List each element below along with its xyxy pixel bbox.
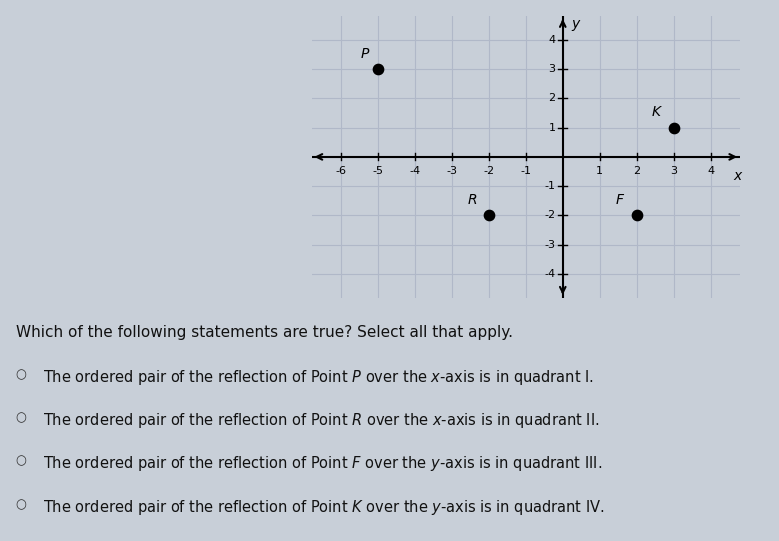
Text: -2: -2 [545,210,555,221]
Text: -1: -1 [520,166,531,176]
Text: $R$: $R$ [467,193,478,207]
Text: The ordered pair of the reflection of Point $K$ over the $y$-axis is in quadrant: The ordered pair of the reflection of Po… [43,498,605,517]
Text: ○: ○ [16,454,26,467]
Point [668,123,680,132]
Text: 1: 1 [548,123,555,133]
Text: $P$: $P$ [360,47,370,61]
Text: $K$: $K$ [651,105,663,120]
Text: -3: -3 [545,240,555,250]
Text: The ordered pair of the reflection of Point $R$ over the $x$-axis is in quadrant: The ordered pair of the reflection of Po… [43,411,600,430]
Text: The ordered pair of the reflection of Point $F$ over the $y$-axis is in quadrant: The ordered pair of the reflection of Po… [43,454,602,473]
Text: 2: 2 [633,166,640,176]
Text: $F$: $F$ [615,193,625,207]
Text: The ordered pair of the reflection of Point $P$ over the $x$-axis is in quadrant: The ordered pair of the reflection of Po… [43,368,594,387]
Text: -4: -4 [410,166,421,176]
Text: ○: ○ [16,368,26,381]
Text: 3: 3 [670,166,677,176]
Text: 4: 4 [548,35,555,45]
Text: 4: 4 [707,166,714,176]
Text: -1: -1 [545,181,555,191]
Point [630,211,643,220]
Text: $y$: $y$ [571,18,582,32]
Text: -5: -5 [372,166,383,176]
Text: ○: ○ [16,498,26,511]
Text: -6: -6 [336,166,347,176]
Text: $x$: $x$ [733,169,743,183]
Text: -2: -2 [483,166,495,176]
Text: ○: ○ [16,411,26,424]
Point [483,211,495,220]
Text: -3: -3 [446,166,457,176]
Text: 1: 1 [596,166,603,176]
Text: Which of the following statements are true? Select all that apply.: Which of the following statements are tr… [16,325,513,340]
Text: 3: 3 [548,64,555,74]
Text: 2: 2 [548,93,555,103]
Text: -4: -4 [545,269,555,279]
Point [372,65,384,74]
